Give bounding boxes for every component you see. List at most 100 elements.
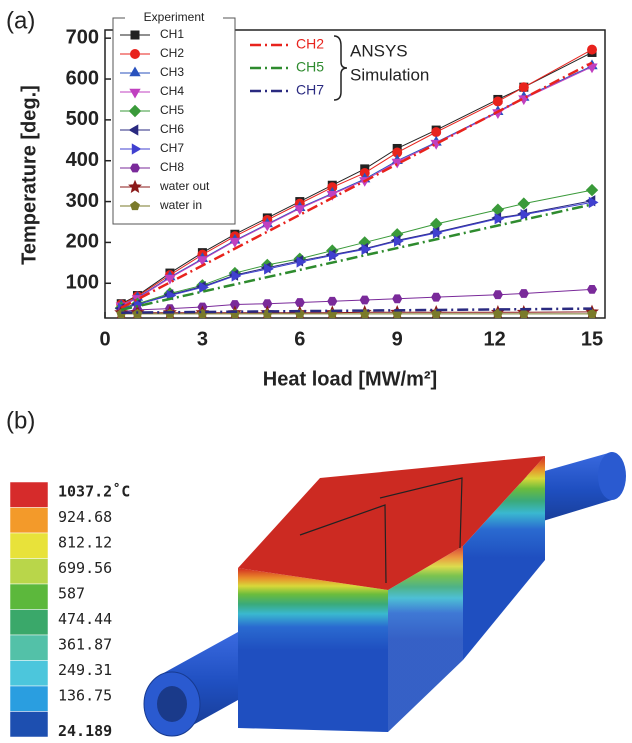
legend-label: water out	[159, 179, 210, 193]
marker	[199, 281, 209, 293]
marker	[492, 96, 503, 107]
marker	[261, 221, 273, 232]
colorbar-swatch	[9, 532, 49, 559]
marker	[519, 308, 529, 319]
colorbar-label: 699.56	[58, 559, 112, 577]
colorbar-swatch	[9, 711, 49, 738]
y-tick-label: 400	[66, 149, 99, 171]
colorbar-label: 924.68	[58, 508, 112, 526]
marker	[492, 290, 503, 300]
marker	[327, 296, 338, 306]
series-line	[121, 311, 593, 314]
marker	[391, 158, 403, 169]
marker	[361, 243, 372, 255]
x-tick-label: 0	[99, 328, 110, 350]
colorbar-label: 361.87	[58, 636, 112, 654]
marker	[494, 213, 505, 225]
block-top	[238, 456, 545, 590]
panel-label: (a)	[6, 7, 35, 34]
marker	[196, 256, 209, 267]
colorbar-swatch	[9, 634, 49, 661]
panel-label: (b)	[6, 407, 35, 434]
marker	[128, 124, 139, 136]
x-tick-label: 3	[197, 328, 208, 350]
colorbar-label: 812.12	[58, 534, 112, 552]
colorbar-swatch	[9, 558, 49, 585]
marker	[431, 292, 442, 302]
simulation-render	[143, 452, 626, 737]
plot-frame	[104, 29, 606, 319]
x-axis-label: Heat load [MW/m²]	[263, 368, 437, 390]
marker	[130, 30, 140, 40]
x-tick-label: 9	[392, 328, 403, 350]
colorbar-swatch	[9, 609, 49, 636]
marker	[587, 308, 597, 319]
simulation-label: Simulation	[350, 65, 429, 84]
marker	[429, 217, 443, 231]
y-tick-label: 500	[66, 108, 99, 130]
y-tick-label: 600	[66, 67, 99, 89]
marker	[518, 82, 529, 93]
series-line	[121, 201, 593, 310]
marker	[131, 143, 142, 155]
marker	[129, 66, 141, 77]
marker	[229, 237, 241, 248]
pipe-bore	[157, 686, 187, 722]
marker	[129, 163, 141, 173]
marker	[587, 44, 598, 55]
colorbar-swatch	[9, 685, 49, 712]
colorbar-label: 1037.2˚C	[58, 483, 130, 501]
marker	[359, 295, 370, 305]
series-line	[121, 189, 593, 309]
marker	[294, 298, 305, 307]
marker	[329, 249, 339, 262]
x-tick-label: 15	[581, 328, 603, 350]
simulation-label: ANSYS	[350, 41, 408, 60]
legend-label: water in	[159, 198, 202, 212]
legend-label: CH7	[160, 141, 184, 155]
legend-title: Experiment	[144, 10, 205, 24]
legend-label: CH2	[296, 36, 324, 52]
marker	[164, 274, 176, 285]
marker	[128, 104, 142, 118]
marker	[262, 299, 273, 309]
simulation-line	[120, 61, 593, 309]
marker	[231, 270, 242, 282]
colorbar-label: 24.189	[58, 722, 112, 738]
marker	[586, 285, 598, 294]
x-tick-label: 12	[483, 328, 505, 350]
marker	[264, 263, 274, 275]
colorbar-swatch	[9, 507, 49, 534]
marker	[431, 127, 442, 138]
y-tick-label: 200	[66, 231, 99, 253]
marker	[518, 289, 529, 298]
y-tick-label: 700	[66, 26, 99, 48]
colorbar-label: 136.75	[58, 687, 112, 705]
series-line	[121, 52, 593, 305]
marker	[130, 200, 140, 211]
legend-label: CH8	[160, 160, 184, 174]
block-side-face	[388, 546, 463, 732]
block-front-face	[238, 568, 388, 732]
marker	[588, 196, 599, 209]
legend-label: CH1	[160, 27, 184, 41]
pipe-end	[598, 452, 626, 500]
colorbar-swatch	[9, 583, 49, 610]
legend-label: CH4	[160, 84, 184, 98]
simulation-line	[120, 203, 593, 312]
y-axis-label: Temperature [deg.]	[18, 85, 40, 265]
legend-label: CH5	[160, 103, 184, 117]
marker	[394, 235, 404, 247]
marker	[517, 197, 531, 210]
y-tick-label: 300	[66, 190, 99, 212]
legend-label: CH3	[160, 65, 184, 79]
series-line	[121, 65, 593, 307]
marker	[585, 183, 599, 197]
marker	[296, 256, 307, 268]
legend-label: CH5	[296, 59, 324, 75]
marker	[130, 49, 140, 59]
simulation-line	[121, 307, 593, 314]
legend-brace	[333, 35, 348, 101]
marker	[493, 308, 503, 319]
colorbar-swatch	[9, 660, 49, 687]
